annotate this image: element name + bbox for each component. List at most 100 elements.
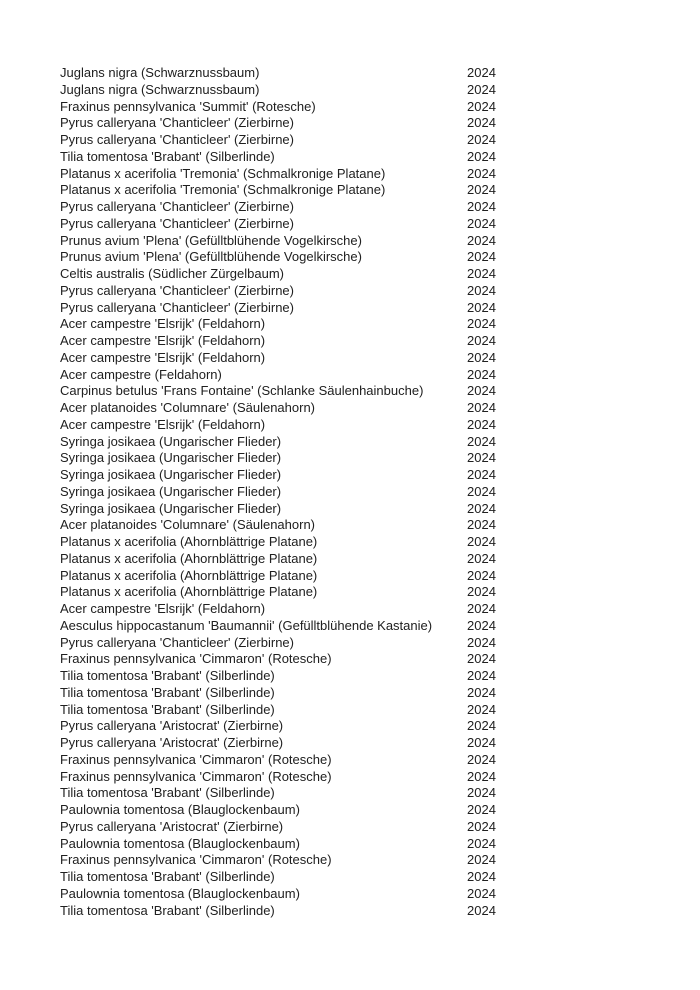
- year-value: 2024: [467, 115, 496, 131]
- species-name: Tilia tomentosa 'Brabant' (Silberlinde): [60, 668, 275, 683]
- species-name: Aesculus hippocastanum 'Baumannii' (Gefü…: [60, 617, 433, 633]
- species-name: Prunus avium 'Plena' (Gefülltblühende Vo…: [60, 232, 362, 248]
- species-name: Acer campestre 'Elsrijk' (Feldahorn): [60, 333, 266, 348]
- species-name: Acer campestre 'Elsrijk' (Feldahorn): [60, 601, 266, 616]
- table-row: Acer campestre 'Elsrijk' (Feldahorn) 2024: [60, 333, 700, 350]
- year-value: 2024: [467, 132, 496, 147]
- species-name: Acer campestre 'Elsrijk' (Feldahorn): [60, 349, 266, 365]
- table-row: Fraxinus pennsylvanica 'Cimmaron' (Rotes…: [60, 752, 700, 769]
- species-name: Acer campestre 'Elsrijk' (Feldahorn): [60, 316, 266, 332]
- species-name: Tilia tomentosa 'Brabant' (Silberlinde): [60, 148, 275, 164]
- year-value: 2024: [467, 165, 496, 181]
- table-row: Juglans nigra (Schwarznussbaum) 2024: [60, 65, 700, 82]
- table-row: Pyrus calleryana 'Chanticleer' (Zierbirn…: [60, 132, 700, 149]
- species-name: Platanus x acerifolia (Ahornblättrige Pl…: [60, 567, 318, 583]
- species-name: Platanus x acerifolia 'Tremonia' (Schmal…: [60, 182, 386, 198]
- year-value: 2024: [467, 601, 496, 616]
- table-row: Platanus x acerifolia (Ahornblättrige Pl…: [60, 551, 700, 568]
- year-value: 2024: [467, 433, 496, 449]
- year-value: 2024: [467, 349, 496, 365]
- species-name: Juglans nigra (Schwarznussbaum): [60, 65, 260, 80]
- table-row: Syringa josikaea (Ungarischer Flieder) 20…: [60, 501, 700, 518]
- year-value: 2024: [467, 266, 496, 281]
- year-value: 2024: [467, 98, 496, 114]
- species-name: Pyrus calleryana 'Chanticleer' (Zierbirn…: [60, 282, 294, 298]
- year-value: 2024: [467, 467, 496, 482]
- year-value: 2024: [467, 383, 496, 399]
- species-name: Paulownia tomentosa (Blauglockenbaum): [60, 835, 300, 851]
- year-value: 2024: [467, 299, 496, 315]
- year-value: 2024: [467, 567, 496, 583]
- species-name: Fraxinus pennsylvanica 'Cimmaron' (Rotes…: [60, 852, 332, 868]
- table-row: Syringa josikaea (Ungarischer Flieder) 20…: [60, 450, 700, 467]
- table-row: Pyrus calleryana 'Chanticleer' (Zierbirn…: [60, 283, 700, 300]
- table-row: Fraxinus pennsylvanica 'Cimmaron' (Rotes…: [60, 852, 700, 869]
- species-name: Acer platanoides 'Columnare' (Säulenahor…: [60, 400, 315, 415]
- species-name: Syringa josikaea (Ungarischer Flieder): [60, 433, 282, 449]
- year-value: 2024: [467, 249, 496, 265]
- table-row: Platanus x acerifolia 'Tremonia' (Schmal…: [60, 182, 700, 199]
- table-row: Tilia tomentosa 'Brabant' (Silberlinde) 2…: [60, 149, 700, 166]
- table-row: Tilia tomentosa 'Brabant' (Silberlinde) 2…: [60, 685, 700, 702]
- species-name: Paulownia tomentosa (Blauglockenbaum): [60, 802, 300, 817]
- table-row: Platanus x acerifolia (Ahornblättrige Pl…: [60, 584, 700, 601]
- year-value: 2024: [467, 81, 496, 97]
- table-row: Platanus x acerifolia (Ahornblättrige Pl…: [60, 534, 700, 551]
- species-name: Tilia tomentosa 'Brabant' (Silberlinde): [60, 701, 275, 717]
- species-name: Fraxinus pennsylvanica 'Summit' (Rotesch…: [60, 98, 316, 114]
- table-row: Pyrus calleryana 'Aristocrat' (Zierbirne…: [60, 819, 700, 836]
- year-value: 2024: [467, 768, 496, 784]
- species-name: Paulownia tomentosa (Blauglockenbaum): [60, 885, 300, 901]
- species-name: Carpinus betulus 'Frans Fontaine' (Schla…: [60, 383, 424, 399]
- year-value: 2024: [467, 785, 496, 801]
- table-row: Fraxinus pennsylvanica 'Cimmaron' (Rotes…: [60, 651, 700, 668]
- species-name: Pyrus calleryana 'Chanticleer' (Zierbirn…: [60, 115, 294, 131]
- species-name: Pyrus calleryana 'Chanticleer' (Zierbirn…: [60, 215, 294, 231]
- table-row: Platanus x acerifolia 'Tremonia' (Schmal…: [60, 166, 700, 183]
- species-name: Syringa josikaea (Ungarischer Flieder): [60, 450, 282, 466]
- table-row: Platanus x acerifolia (Ahornblättrige Pl…: [60, 568, 700, 585]
- year-value: 2024: [467, 215, 496, 231]
- year-value: 2024: [467, 684, 496, 700]
- year-value: 2024: [467, 885, 496, 901]
- year-value: 2024: [467, 718, 496, 734]
- year-value: 2024: [467, 517, 496, 533]
- year-value: 2024: [467, 333, 496, 348]
- year-value: 2024: [467, 400, 496, 415]
- table-row: Pyrus calleryana 'Chanticleer' (Zierbirn…: [60, 300, 700, 317]
- species-name: Pyrus calleryana 'Chanticleer' (Zierbirn…: [60, 634, 294, 650]
- year-value: 2024: [467, 282, 496, 298]
- table-row: Pyrus calleryana 'Aristocrat' (Zierbirne…: [60, 718, 700, 735]
- year-value: 2024: [467, 148, 496, 164]
- table-row: Acer campestre 'Elsrijk' (Feldahorn) 2024: [60, 316, 700, 333]
- year-value: 2024: [467, 416, 496, 432]
- year-value: 2024: [467, 735, 496, 750]
- year-value: 2024: [467, 852, 496, 868]
- species-name: Pyrus calleryana 'Chanticleer' (Zierbirn…: [60, 199, 294, 214]
- year-value: 2024: [467, 366, 496, 382]
- table-row: Paulownia tomentosa (Blauglockenbaum) 202…: [60, 836, 700, 853]
- table-row: Pyrus calleryana 'Chanticleer' (Zierbirn…: [60, 199, 700, 216]
- table-row: Aesculus hippocastanum 'Baumannii' (Gefü…: [60, 618, 700, 635]
- year-value: 2024: [467, 751, 496, 767]
- year-value: 2024: [467, 232, 496, 248]
- table-row: Celtis australis (Südlicher Zürgelbaum) 2…: [60, 266, 700, 283]
- species-name: Celtis australis (Südlicher Zürgelbaum): [60, 266, 284, 281]
- table-row: Tilia tomentosa 'Brabant' (Silberlinde) 2…: [60, 785, 700, 802]
- species-name: Platanus x acerifolia (Ahornblättrige Pl…: [60, 550, 318, 566]
- species-name: Syringa josikaea (Ungarischer Flieder): [60, 467, 282, 482]
- table-row: Acer campestre 'Elsrijk' (Feldahorn) 2024: [60, 350, 700, 367]
- species-name: Prunus avium 'Plena' (Gefülltblühende Vo…: [60, 249, 362, 265]
- year-value: 2024: [467, 316, 496, 332]
- table-row: Syringa josikaea (Ungarischer Flieder) 20…: [60, 467, 700, 484]
- table-row: Prunus avium 'Plena' (Gefülltblühende Vo…: [60, 233, 700, 250]
- year-value: 2024: [467, 550, 496, 566]
- table-row: Juglans nigra (Schwarznussbaum) 2024: [60, 82, 700, 99]
- year-value: 2024: [467, 584, 496, 600]
- year-value: 2024: [467, 182, 496, 198]
- table-row: Syringa josikaea (Ungarischer Flieder) 20…: [60, 434, 700, 451]
- species-name: Acer platanoides 'Columnare' (Säulenahor…: [60, 517, 315, 533]
- table-row: Pyrus calleryana 'Chanticleer' (Zierbirn…: [60, 115, 700, 132]
- table-row: Tilia tomentosa 'Brabant' (Silberlinde) 2…: [60, 869, 700, 886]
